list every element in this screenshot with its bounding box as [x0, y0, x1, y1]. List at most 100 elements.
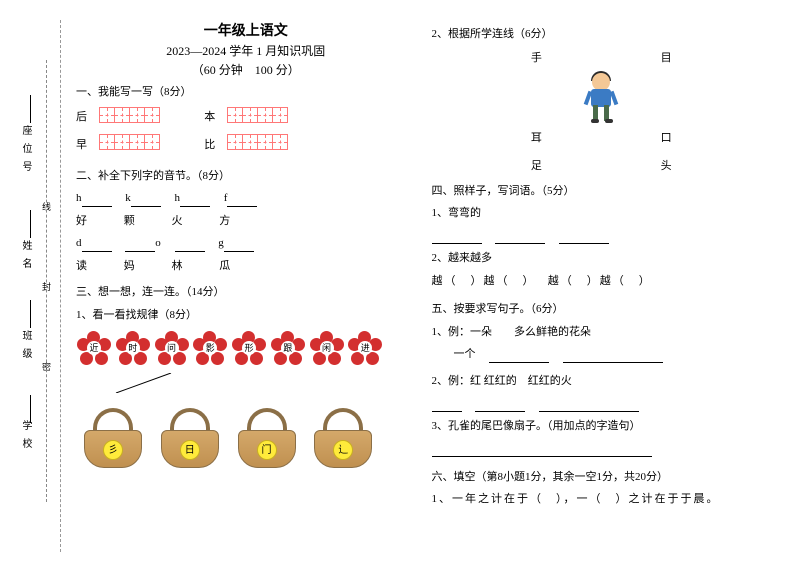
- q5-e3: 3、孔雀的尾巴像扇子。（用加点的字造句）: [432, 418, 772, 435]
- basket-icon[interactable]: 门: [238, 408, 296, 468]
- q1-row1: 后 本: [76, 107, 416, 129]
- q2-pinyin2: d o g: [76, 235, 416, 252]
- r1-title: 2、根据所学连线（6分）: [432, 26, 772, 43]
- blank[interactable]: [539, 400, 639, 412]
- char-ben: 本: [204, 109, 224, 126]
- q4-l1: 1、弯弯的: [432, 205, 772, 222]
- q4-blanks: [432, 228, 772, 245]
- page-time: （60 分钟 100 分）: [76, 61, 416, 78]
- write-grid[interactable]: [227, 134, 287, 156]
- q4-l2: 2、越来越多: [432, 250, 772, 267]
- blank[interactable]: [489, 351, 549, 363]
- flower-row: 近 时 问 影 形 跟 闲 进: [76, 331, 416, 365]
- q2-chars2: 读 妈 林 瓜: [76, 258, 416, 275]
- q6-l1[interactable]: 1、一年之计在于（ ），一（ ）之计在于于晨。: [432, 491, 772, 508]
- ch: 火: [172, 213, 217, 230]
- char-bi: 比: [204, 137, 224, 154]
- left-column: 一年级上语文 2023—2024 学年 1 月知识巩固 （60 分钟 100 分…: [60, 20, 424, 552]
- connect-line: [76, 373, 376, 393]
- match-word[interactable]: 耳: [531, 129, 542, 145]
- side-name: 姓名: [18, 240, 33, 276]
- match-word[interactable]: 口: [661, 129, 672, 145]
- match-word[interactable]: 目: [661, 49, 672, 65]
- flower-char: 近: [87, 341, 101, 355]
- q5-title: 五、按要求写句子。（6分）: [432, 301, 772, 318]
- q4-l2items: 越（ ）越（ ） 越（ ）越（ ）: [432, 273, 772, 290]
- ch: 读: [76, 258, 121, 275]
- flower-icon[interactable]: 近: [77, 331, 111, 365]
- q3-title: 三、想一想，连一连。（14分）: [76, 284, 416, 301]
- ch: 瓜: [219, 258, 264, 275]
- match-word[interactable]: 足: [531, 157, 542, 173]
- ch: 妈: [124, 258, 169, 275]
- blank[interactable]: [224, 240, 254, 252]
- q5-e1: 1、例：一朵 多么鲜艳的花朵: [432, 324, 772, 341]
- write-grid[interactable]: [227, 107, 287, 129]
- side-line: [30, 300, 31, 328]
- binding-sidebar: 学校 班级 姓名 座位号 密 封 线: [0, 0, 50, 562]
- blank[interactable]: [227, 195, 257, 207]
- blank[interactable]: [125, 240, 155, 252]
- q1-title: 一、我能写一写（8分）: [76, 84, 416, 101]
- q2-chars1: 好 颗 火 方: [76, 213, 416, 230]
- blank[interactable]: [175, 240, 205, 252]
- match-mid: 耳 口: [472, 129, 732, 145]
- q5-e1b: 一个: [432, 346, 772, 363]
- blank[interactable]: [82, 195, 112, 207]
- blank[interactable]: [432, 445, 652, 457]
- flower-icon[interactable]: 影: [193, 331, 227, 365]
- char-zao: 早: [76, 137, 96, 154]
- basket-char: 门: [257, 440, 277, 460]
- page-subtitle: 2023—2024 学年 1 月知识巩固: [76, 42, 416, 59]
- right-column: 2、根据所学连线（6分） 手 目 耳 口 足 头 四、照样子，写词语。（5分） …: [424, 20, 780, 552]
- q1-row2: 早 比: [76, 134, 416, 156]
- side-line: [30, 95, 31, 123]
- flower-icon[interactable]: 闲: [310, 331, 344, 365]
- py: o: [155, 237, 161, 249]
- content-area: 一年级上语文 2023—2024 学年 1 月知识巩固 （60 分钟 100 分…: [50, 0, 794, 562]
- flower-char: 问: [165, 341, 179, 355]
- match-top: 手 目: [472, 49, 732, 65]
- char-hou: 后: [76, 109, 96, 126]
- side-seat: 座位号: [18, 125, 33, 179]
- flower-icon[interactable]: 形: [232, 331, 266, 365]
- flower-char: 形: [242, 341, 256, 355]
- worksheet-page: 学校 班级 姓名 座位号 密 封 线 一年级上语文 2023—2024 学年 1…: [0, 0, 794, 562]
- write-grid[interactable]: [99, 134, 159, 156]
- blank[interactable]: [432, 400, 462, 412]
- blank[interactable]: [131, 195, 161, 207]
- match-word[interactable]: 头: [661, 157, 672, 173]
- q5-e2b: [432, 395, 772, 412]
- ch: 方: [219, 213, 264, 230]
- match-bot: 足 头: [472, 157, 732, 173]
- page-title: 一年级上语文: [76, 20, 416, 40]
- blank[interactable]: [495, 232, 545, 244]
- fold-line: [46, 60, 47, 502]
- write-grid[interactable]: [99, 107, 159, 129]
- flower-icon[interactable]: 跟: [271, 331, 305, 365]
- blank[interactable]: [180, 195, 210, 207]
- q4-title: 四、照样子，写词语。（5分）: [432, 183, 772, 200]
- yue-blank[interactable]: 越（ ）越（ ）: [432, 275, 531, 287]
- flower-icon[interactable]: 进: [348, 331, 382, 365]
- blank[interactable]: [432, 232, 482, 244]
- flower-char: 跟: [281, 341, 295, 355]
- basket-row: 彡 日 门 辶: [76, 408, 416, 468]
- side-line: [30, 210, 31, 238]
- blank[interactable]: [563, 351, 663, 363]
- basket-icon[interactable]: 日: [161, 408, 219, 468]
- q5-e2: 2、例：红 红红的 红红的火: [432, 373, 772, 390]
- basket-icon[interactable]: 辶: [314, 408, 372, 468]
- ch: 林: [172, 258, 217, 275]
- blank[interactable]: [559, 232, 609, 244]
- basket-icon[interactable]: 彡: [84, 408, 142, 468]
- blank[interactable]: [82, 240, 112, 252]
- ch: 好: [76, 213, 121, 230]
- match-word[interactable]: 手: [531, 49, 542, 65]
- q6-title: 六、填空（第8小题1分，其余一空1分，共20分）: [432, 469, 772, 486]
- flower-icon[interactable]: 问: [155, 331, 189, 365]
- blank[interactable]: [475, 400, 525, 412]
- flower-icon[interactable]: 时: [116, 331, 150, 365]
- flower-char: 闲: [320, 341, 334, 355]
- yue-blank[interactable]: 越（ ）越（ ）: [548, 275, 652, 287]
